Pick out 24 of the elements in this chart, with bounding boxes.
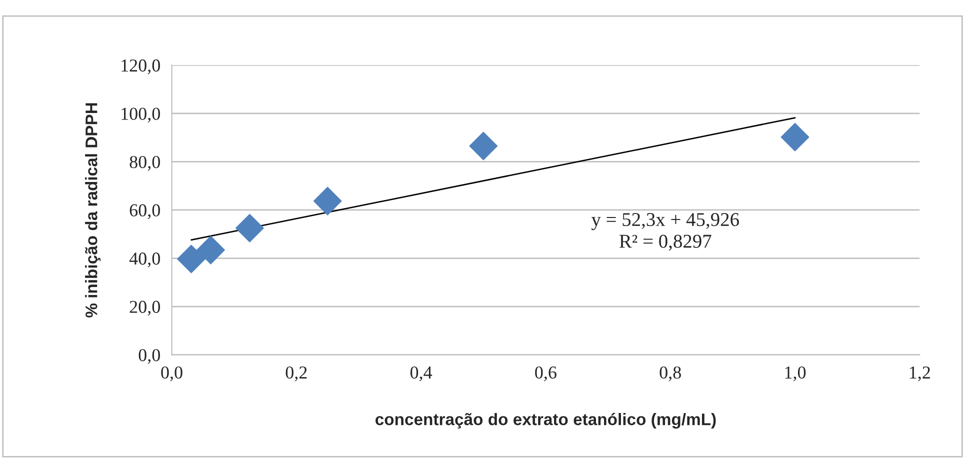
y-axis-title: % inibição da radical DPPH [85,103,101,318]
point [469,132,498,160]
point [235,214,264,242]
y-tick-label: 120,0 [122,59,160,74]
x-tick-label: 1,0 [785,366,806,382]
y-tick-label: 100,0 [122,108,160,122]
x-tick-label: 0,6 [535,366,556,382]
point [313,186,342,216]
y-tick-label: 60,0 [130,204,160,220]
annotation: R² = 0,8297 [619,234,712,251]
y-tick-label: 80,0 [130,156,160,171]
y-tick-label: 0,0 [138,349,160,364]
y-tick-label: 20,0 [130,300,160,316]
point [196,236,225,264]
x-tick-label: 0,2 [286,366,307,382]
annotation: y = 52,3x + 45,926 [591,213,739,230]
y-tick-label: 40,0 [129,252,160,268]
point [177,244,206,274]
x-tick-label: 0,0 [161,366,182,382]
x-tick-label: 0,8 [660,366,681,382]
x-tick-label: 0,4 [410,366,432,382]
x-tick-label: 1,2 [910,366,930,382]
point [780,122,810,152]
x-axis-title: concentração do extrato etanólico (mg/mL) [376,412,716,429]
